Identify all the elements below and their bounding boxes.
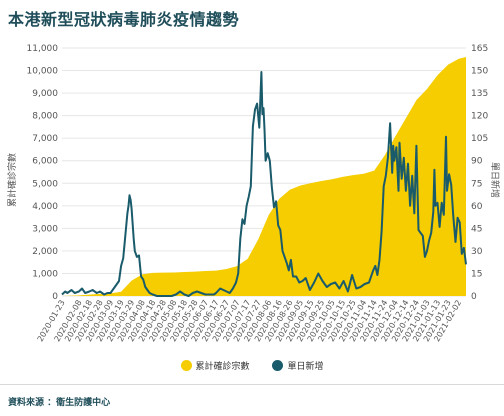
footer-divider <box>0 384 504 385</box>
left-tick-label: 8,000 <box>32 112 58 122</box>
legend-label-daily: 單日新增 <box>287 362 324 372</box>
chart-title: 本港新型冠狀病毒肺炎疫情趨勢 <box>8 10 240 29</box>
right-tick-label: 90 <box>471 157 483 167</box>
left-tick-label: 6,000 <box>32 157 58 167</box>
legend: 累計確診宗數 單日新增 <box>0 359 504 374</box>
daily-line-layer <box>61 71 467 297</box>
left-tick-label: 3,000 <box>32 224 58 234</box>
right-tick-label: 165 <box>471 44 488 54</box>
right-tick-label: 75 <box>471 179 482 189</box>
left-tick-label: 5,000 <box>32 179 58 189</box>
right-tick-label: 150 <box>471 67 488 77</box>
cumulative-area <box>62 57 466 296</box>
left-tick-label: 10,000 <box>27 67 59 77</box>
left-axis-ticks: 0 1,000 2,000 3,000 4,000 5,000 6,000 7,000 8,00… <box>27 44 59 302</box>
left-tick-label: 7,000 <box>32 134 58 144</box>
legend-label-cumulative: 累計確診宗數 <box>195 362 250 372</box>
cumulative-area-layer <box>62 57 466 296</box>
right-tick-label: 120 <box>471 112 488 122</box>
right-tick-label: 60 <box>471 202 483 212</box>
legend-item-daily: 單日新增 <box>272 359 323 372</box>
left-tick-label: 0 <box>52 292 58 302</box>
right-axis-label: 單日新增 <box>489 162 501 198</box>
trend-chart: 0 1,000 2,000 3,000 4,000 5,000 6,000 7,000 8,00… <box>6 44 501 344</box>
source-note: 資料來源 ：衞生防護中心 <box>8 398 111 408</box>
right-tick-label: 135 <box>471 89 488 99</box>
left-tick-label: 4,000 <box>32 202 58 212</box>
left-tick-label: 11,000 <box>27 44 59 54</box>
daily-line <box>61 71 467 297</box>
right-tick-label: 30 <box>471 247 483 257</box>
right-tick-label: 45 <box>471 224 482 234</box>
left-tick-label: 2,000 <box>32 247 58 257</box>
left-tick-label: 1,000 <box>32 269 58 279</box>
right-tick-label: 0 <box>471 292 477 302</box>
right-axis-ticks: 0 15 30 45 60 75 90 105 120 135 150 165 <box>471 44 488 302</box>
legend-swatch-daily <box>272 360 284 371</box>
left-tick-label: 9,000 <box>32 89 58 99</box>
legend-swatch-cumulative <box>180 360 192 371</box>
left-axis-label: 累計確診宗數 <box>6 153 18 207</box>
x-axis-ticks: 2020-01-232020-02-082020-02-182020-02-28… <box>36 299 464 344</box>
right-tick-label: 15 <box>471 269 482 279</box>
right-tick-label: 105 <box>471 134 488 144</box>
legend-item-cumulative: 累計確診宗數 <box>180 359 250 372</box>
